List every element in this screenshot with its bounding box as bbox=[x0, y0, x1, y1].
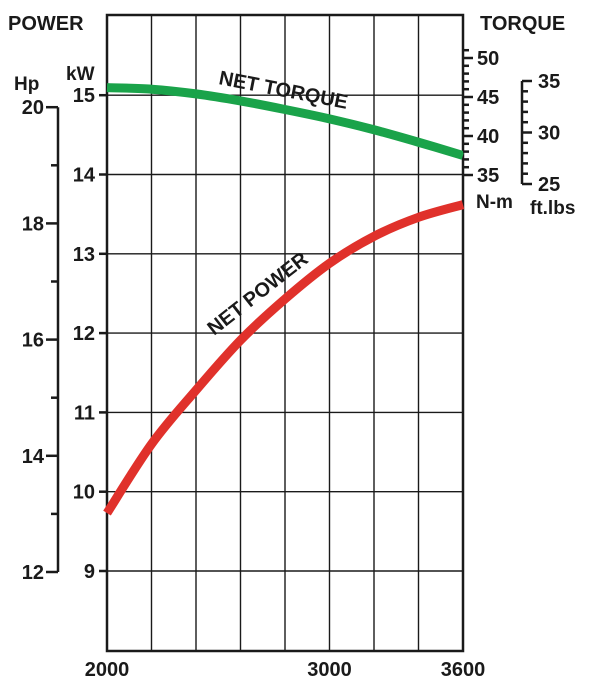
nm-tick-label: 50 bbox=[477, 48, 499, 70]
ftlbs-tick-label: 25 bbox=[538, 174, 560, 196]
ftlbs-tick-label: 30 bbox=[538, 123, 560, 145]
kw-tick-label: 11 bbox=[74, 402, 95, 424]
kw-tick-label: 12 bbox=[73, 323, 95, 345]
x-tick-label: 3600 bbox=[441, 659, 486, 681]
kw-tick-label: 13 bbox=[73, 244, 95, 266]
axes-layer bbox=[46, 48, 532, 574]
power-axis-title: POWER bbox=[8, 13, 84, 35]
kw-unit-label: kW bbox=[66, 64, 95, 85]
hp-tick-label: 20 bbox=[22, 97, 44, 119]
kw-tick-label: 10 bbox=[73, 482, 95, 504]
ftlbs-unit-label: ft.lbs bbox=[530, 198, 575, 219]
x-tick-label: 2000 bbox=[85, 659, 130, 681]
net-torque-curve bbox=[106, 83, 465, 160]
net-power-curve bbox=[103, 200, 465, 516]
x-tick-label: 3000 bbox=[307, 659, 352, 681]
hp-tick-label: 14 bbox=[22, 446, 45, 468]
hp-tick-label: 16 bbox=[22, 330, 44, 352]
ftlbs-tick-label: 35 bbox=[538, 71, 560, 93]
hp-tick-label: 12 bbox=[22, 562, 44, 584]
nm-tick-label: 35 bbox=[477, 165, 499, 187]
nm-tick-label: 40 bbox=[477, 126, 499, 148]
hp-unit-label: Hp bbox=[14, 74, 39, 95]
nm-tick-label: 45 bbox=[477, 87, 499, 109]
kw-tick-label: 9 bbox=[84, 561, 95, 583]
kw-tick-label: 14 bbox=[73, 165, 96, 187]
series-layer bbox=[103, 83, 465, 516]
kw-tick-label: 15 bbox=[73, 85, 95, 107]
torque-axis-title: TORQUE bbox=[480, 13, 565, 35]
plot-grid bbox=[107, 15, 463, 651]
hp-tick-label: 18 bbox=[22, 213, 44, 235]
nm-unit-label: N-m bbox=[476, 192, 513, 213]
